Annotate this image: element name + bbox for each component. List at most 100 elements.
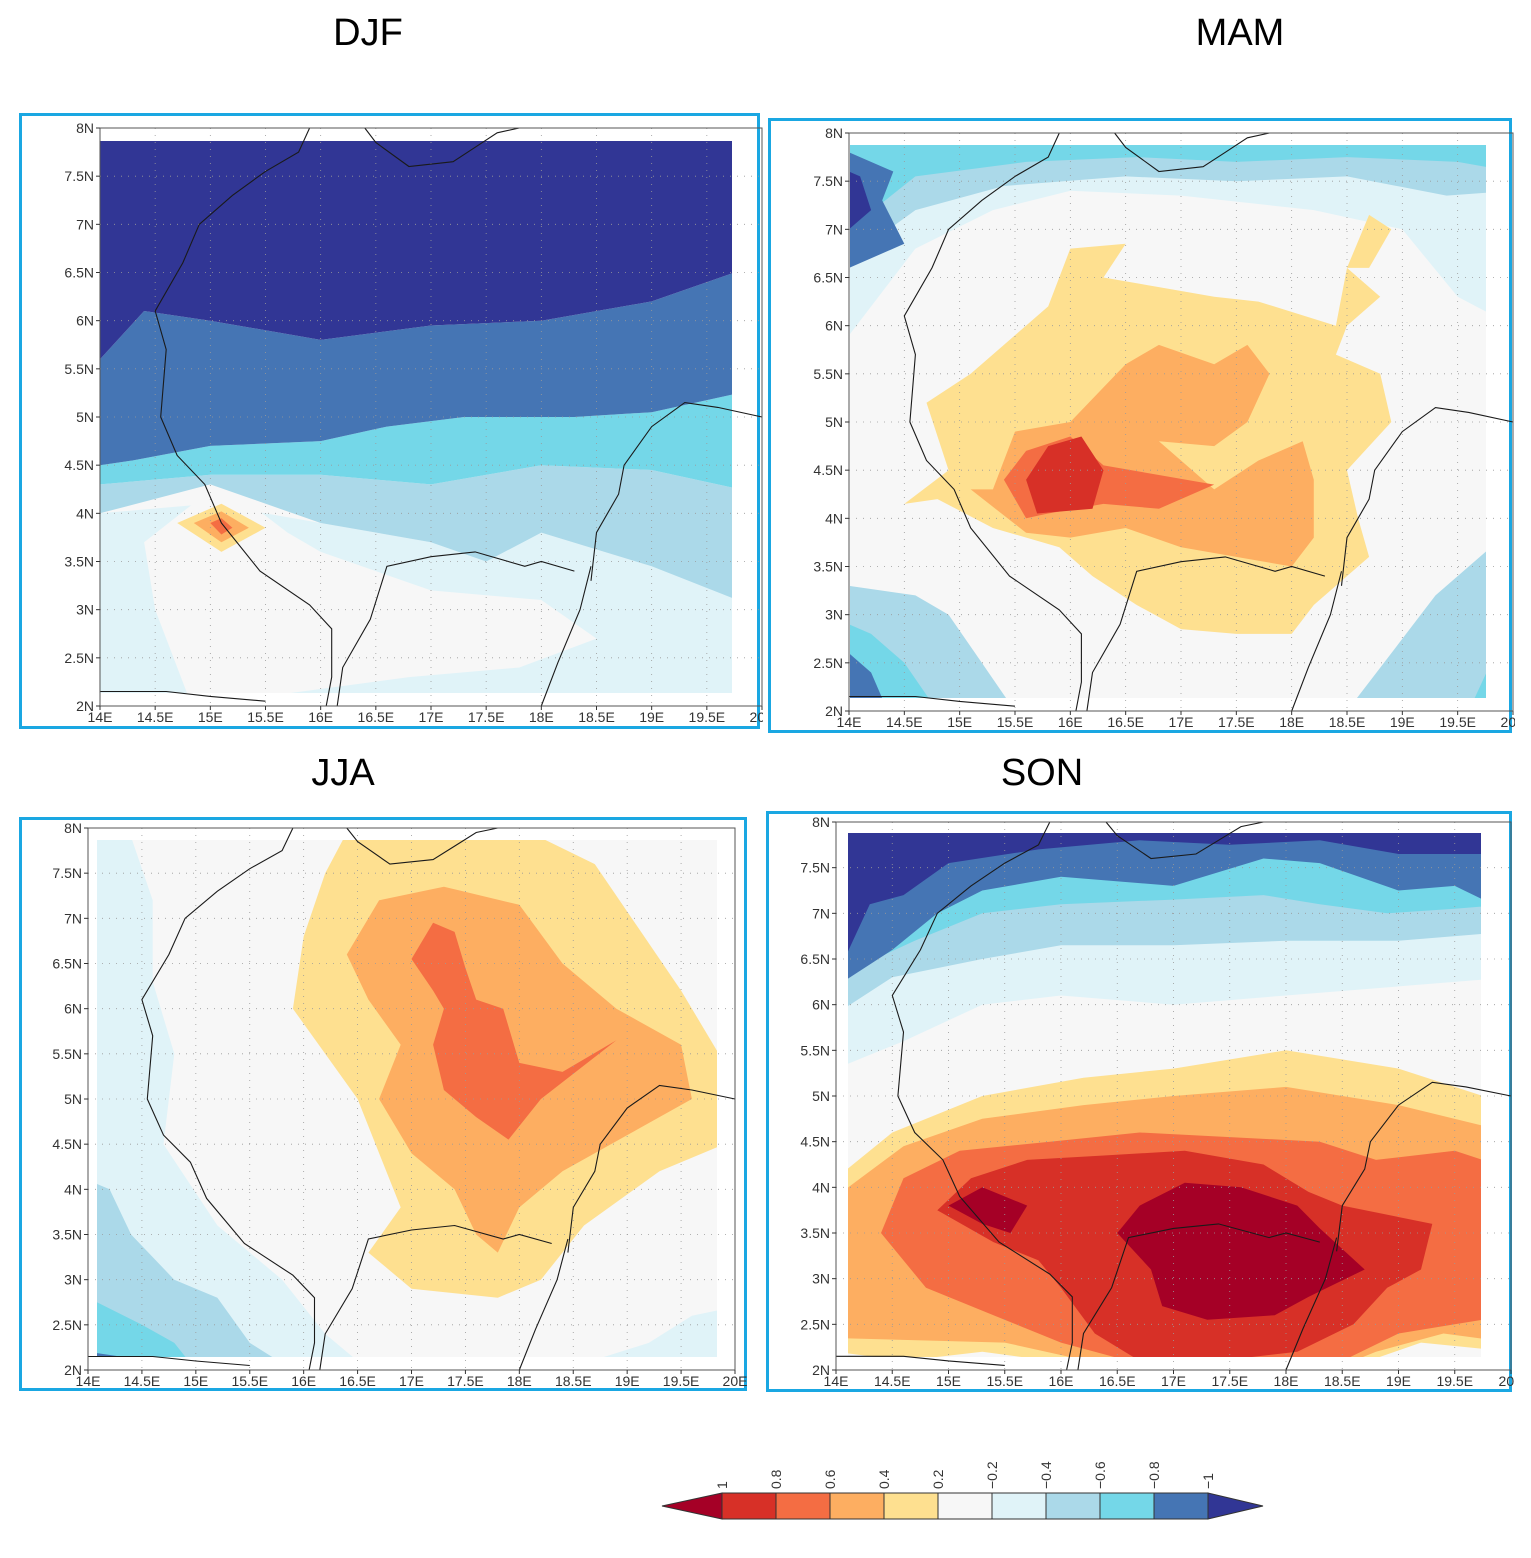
jja-xtick-label: 17E: [399, 1373, 424, 1389]
jja-contour-lb-west: [97, 1184, 273, 1357]
djf-ytick-label: 5.5N: [64, 361, 94, 377]
jja-xtick-label: 16.5E: [339, 1373, 376, 1389]
mam-ytick-label: 6.5N: [813, 270, 843, 286]
map-mam: 14E 14.5E 15E 15.5E 16E 16.5E 17E 17.5E 18E 18.5E…: [813, 125, 1515, 730]
jja-ytick-label: 3.5N: [52, 1227, 82, 1243]
djf-ytick-label: 8N: [76, 120, 94, 136]
jja-contour-cy-west: [97, 1302, 186, 1357]
son-border-3: [1077, 1223, 1320, 1371]
colorbar-swatch-high: [1207, 1492, 1264, 1520]
djf-border-0: [154, 127, 333, 707]
jja-ytick-label: 2N: [64, 1362, 82, 1378]
son-xtick-label: 20E: [1499, 1373, 1515, 1389]
colorbar-swatch-low: [661, 1492, 723, 1520]
djf-xtick-label: 18.5E: [578, 709, 615, 725]
mam-border-2: [849, 695, 1016, 707]
djf-xtick-label: 19.5E: [689, 709, 726, 725]
djf-border-1: [364, 127, 520, 168]
panel-title-son: SON: [1000, 752, 1084, 794]
jja-xtick-label: 14E: [76, 1373, 101, 1389]
colorbar-label: −0.2: [984, 1461, 1000, 1489]
djf-xtick-label: 17.5E: [468, 709, 505, 725]
mam-ytick-label: 4.5N: [813, 462, 843, 478]
colorbar-label: −1: [1200, 1473, 1216, 1489]
djf-xtick-label: 20E: [750, 709, 763, 725]
colorbar-label: 0.6: [822, 1469, 838, 1489]
colorbar: 1 0.8 0.6 0.4 0.2 −0.2 −0.4 −0.6 −0.8 −1: [660, 1430, 1280, 1530]
colorbar-swatch: [829, 1492, 885, 1520]
map-son: 14E 14.5E 15E 15.5E 16E 16.5E 17E 17.5E 18E 18.5E…: [800, 814, 1515, 1389]
jja-xtick-label: 20E: [723, 1373, 748, 1389]
djf-ytick-label: 4N: [76, 505, 94, 521]
mam-xtick-label: 20E: [1501, 714, 1515, 730]
jja-contour-vl-se: [603, 1310, 717, 1357]
son-ytick-label: 6N: [812, 997, 830, 1013]
colorbar-label: −0.4: [1038, 1461, 1054, 1489]
mam-border-0: [903, 132, 1082, 712]
colorbar-swatch: [883, 1492, 939, 1520]
jja-border-1: [346, 827, 498, 865]
son-border-2: [836, 1355, 1005, 1366]
map-djf: 14E 14.5E 15E 15.5E 16E 16.5E 17E 17.5E 18E 18.5E…: [64, 120, 763, 725]
djf-border-5: [540, 566, 592, 707]
jja-ytick-label: 7.5N: [52, 865, 82, 881]
djf-border-4: [590, 402, 763, 581]
son-xtick-label: 14E: [824, 1373, 849, 1389]
mam-ytick-label: 6N: [825, 318, 843, 334]
son-ytick-label: 3.5N: [800, 1225, 830, 1241]
colorbar-swatch: [1153, 1492, 1209, 1520]
mam-ytick-label: 5.5N: [813, 366, 843, 382]
mam-ytick-label: 4N: [825, 510, 843, 526]
djf-ytick-label: 4.5N: [64, 457, 94, 473]
panel-djf: 14E 14.5E 15E 15.5E 16E 16.5E 17E 17.5E 18E 18.5E…: [19, 113, 763, 729]
mam-contour-mb-sw: [850, 654, 883, 698]
colorbar-swatch: [721, 1492, 777, 1520]
son-ytick-label: 2.5N: [800, 1316, 830, 1332]
jja-border-5: [518, 1238, 569, 1371]
jja-ytick-label: 4N: [64, 1181, 82, 1197]
panel-title-djf: DJF: [333, 12, 403, 54]
djf-xtick-label: 15.5E: [247, 709, 284, 725]
mam-contour-nv-nw: [850, 171, 872, 229]
jja-xtick-label: 19E: [615, 1373, 640, 1389]
mam-ytick-label: 3.5N: [813, 559, 843, 575]
djf-ytick-label: 6N: [76, 313, 94, 329]
djf-xtick-label: 18E: [529, 709, 554, 725]
son-ytick-label: 3N: [812, 1271, 830, 1287]
jja-xtick-label: 15E: [183, 1373, 208, 1389]
djf-contour-lb-belt: [100, 465, 732, 598]
jja-ytick-label: 8N: [64, 820, 82, 836]
son-xtick-label: 17E: [1161, 1373, 1186, 1389]
djf-xtick-label: 15E: [198, 709, 223, 725]
mam-xtick-label: 17.5E: [1218, 714, 1255, 730]
jja-contour-vl-west: [97, 840, 353, 1357]
son-xtick-label: 18.5E: [1324, 1373, 1361, 1389]
colorbar-swatch: [1045, 1492, 1101, 1520]
son-border-4: [1336, 1081, 1512, 1252]
colorbar-label: −0.8: [1146, 1461, 1162, 1489]
mam-xtick-label: 19.5E: [1439, 714, 1476, 730]
mam-ytick-label: 7.5N: [813, 173, 843, 189]
jja-xtick-label: 15.5E: [231, 1373, 268, 1389]
jja-border-0: [141, 827, 316, 1371]
djf-contour-mb-belt: [100, 273, 732, 466]
colorbar-swatch: [775, 1492, 831, 1520]
son-ytick-label: 6.5N: [800, 951, 830, 967]
djf-border-3: [336, 551, 575, 707]
son-xtick-label: 16.5E: [1099, 1373, 1136, 1389]
son-xtick-label: 18E: [1274, 1373, 1299, 1389]
jja-ytick-label: 4.5N: [52, 1136, 82, 1152]
mam-border-1: [1114, 132, 1270, 173]
colorbar-label: 0.2: [930, 1469, 946, 1489]
panel-title-jja: JJA: [311, 752, 375, 794]
jja-ytick-label: 5N: [64, 1091, 82, 1107]
son-ytick-label: 8N: [812, 814, 830, 830]
djf-ytick-label: 2N: [76, 698, 94, 714]
jja-xtick-label: 16E: [291, 1373, 316, 1389]
mam-ytick-label: 2N: [825, 703, 843, 719]
mam-xtick-label: 15E: [947, 714, 972, 730]
djf-ytick-label: 3N: [76, 602, 94, 618]
djf-xtick-label: 14E: [88, 709, 113, 725]
son-contour-dr-west: [948, 1187, 1028, 1233]
panel-son: 14E 14.5E 15E 15.5E 16E 16.5E 17E 17.5E 18E 18.5E…: [766, 811, 1515, 1392]
